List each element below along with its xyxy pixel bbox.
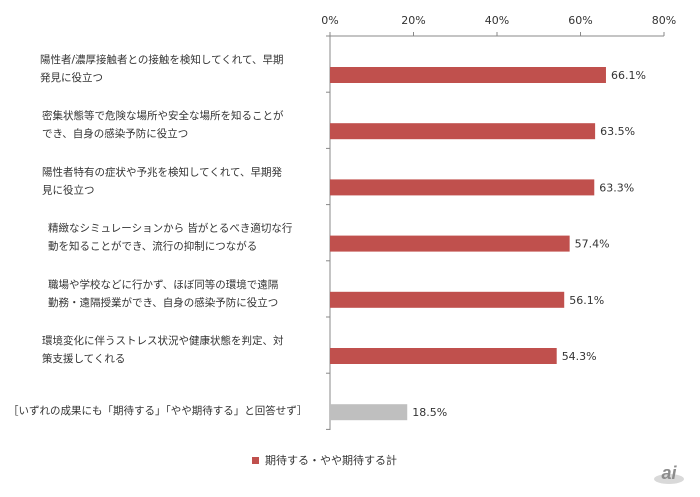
category-label: 陽性者特有の症状や予兆を検知してくれて、早期発 [42, 165, 283, 178]
category-label: ［いずれの成果にも「期待する」「やや期待する」と回答せず］ [8, 404, 307, 417]
bar [330, 404, 408, 421]
category-label: 動を知ることができ、流行の抑制につながる [48, 240, 257, 253]
category-label: 密集状態等で危険な場所や安全な場所を知ることが [42, 109, 284, 122]
category-label: 策支援してくれる [42, 352, 125, 365]
data-label: 56.1% [569, 294, 604, 307]
category-label: 職場や学校などに行かず、ほぼ同等の環境で遠隔 [48, 278, 278, 291]
bar [330, 67, 606, 83]
data-label: 57.4% [575, 238, 610, 251]
data-label: 63.5% [600, 125, 635, 138]
legend: 期待する・やや期待する計 [252, 452, 397, 468]
legend-label: 期待する・やや期待する計 [265, 454, 397, 467]
data-label: 18.5% [412, 406, 447, 419]
ai-logo-icon: ai [654, 463, 684, 484]
category-label: 見に役立つ [42, 183, 95, 196]
category-label: 環境変化に伴うストレス状況や健康状態を判定、対 [42, 334, 284, 347]
category-label: でき、自身の感染予防に役立つ [42, 127, 188, 140]
category-label: 精緻なシミュレーションから 皆がとるべき適切な行 [48, 222, 293, 235]
data-label: 63.3% [599, 181, 634, 194]
svg-text:ai: ai [661, 463, 677, 483]
data-label: 54.3% [562, 350, 597, 363]
bar [330, 235, 570, 252]
x-tick-label: 0% [321, 14, 338, 27]
category-label: 発見に役立つ [40, 71, 103, 84]
bar [330, 179, 595, 196]
data-label: 66.1% [611, 69, 646, 82]
bar [330, 348, 557, 364]
category-label: 勤務・遠隔授業ができ、自身の感染予防に役立つ [48, 296, 278, 309]
legend-swatch [252, 456, 259, 464]
x-tick-label: 20% [401, 14, 425, 27]
x-tick-label: 80% [652, 14, 676, 27]
bar [330, 291, 565, 308]
bar [330, 123, 596, 140]
x-tick-label: 40% [485, 14, 509, 27]
x-tick-label: 60% [568, 14, 592, 27]
category-label: 陽性者/濃厚接触者との接触を検知してくれて、早期 [40, 53, 283, 66]
